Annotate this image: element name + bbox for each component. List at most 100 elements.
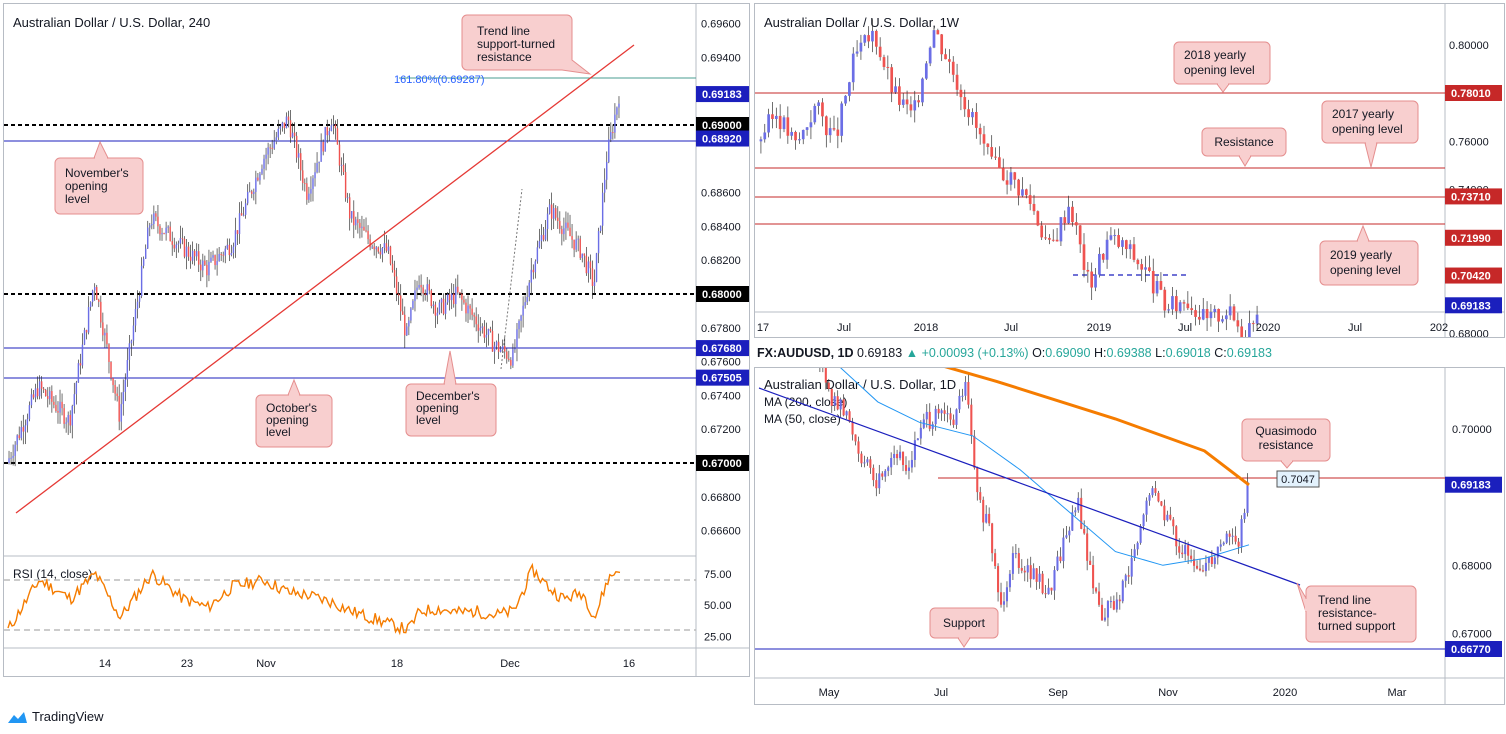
x-tick-label: 18 [391,658,403,670]
price-tag-label: 0.78010 [1451,88,1491,100]
candle-body [1092,564,1095,589]
candle-body [1029,565,1032,580]
candle-body [512,349,514,366]
candle-body [1086,269,1090,272]
measure-line [500,188,523,370]
candle-body [828,128,832,136]
candle-body [1140,264,1144,270]
candle-body [569,227,571,237]
candle-body [874,30,878,47]
candle-body [790,131,794,136]
candle-body [265,154,267,159]
candle-body [905,99,909,105]
y-tick-label: 0.67600 [701,357,741,369]
candle-body [357,219,359,223]
candle-body [1157,492,1160,502]
candle-body [967,381,970,405]
x-tick-label: 202 [1430,322,1448,334]
candle-body [1127,575,1130,577]
candle-body [1175,526,1178,547]
candle-body [28,405,31,420]
candle-body [1094,274,1097,288]
candle-body [1100,604,1104,621]
candle-body [1246,481,1249,513]
x-tick-label: Jul [934,687,948,699]
candle-body [548,204,551,214]
w1-chart[interactable]: Australian Dollar / U.S. Dollar, 1W 0.82… [755,0,1504,389]
candle-body [30,394,33,406]
w1-chart-panel[interactable]: Australian Dollar / U.S. Dollar, 1W 0.82… [754,0,1505,389]
candle-body [177,243,180,245]
candle-body [890,67,894,93]
h4-chart[interactable]: Australian Dollar / U.S. Dollar, 240 0.6… [4,4,749,676]
candle-body [563,228,565,235]
candle-body [986,143,990,148]
candle-body [428,284,430,291]
tradingview-logo[interactable]: TradingView [6,709,104,724]
candle-body [616,107,618,115]
y-tick-label: 0.68200 [701,255,741,267]
h4-chart-panel[interactable]: Australian Dollar / U.S. Dollar, 240 0.6… [3,3,750,677]
price-tag-label: 0.66770 [1451,644,1491,656]
candle-body [79,363,82,366]
candle-body [833,396,836,406]
candle-body [925,411,928,420]
candle-body [334,124,337,129]
candle-body [18,435,20,439]
h4-trend-line[interactable] [15,44,635,514]
candle-body [955,409,958,425]
candle-body [999,592,1003,605]
y-tick-label: 0.66600 [701,526,741,538]
candle-body [285,116,288,129]
candle-body [275,137,277,142]
candle-body [1228,533,1231,537]
annotation-d1-trend: Trend line resistance-turned support [1296,582,1417,643]
candle-body [16,435,18,445]
candle-body [863,35,867,43]
candle-body [1005,587,1009,602]
candle-body [840,103,844,136]
candle-body [422,287,424,294]
candle-body [552,208,555,219]
candle-body [491,330,494,352]
high-value: 0.69388 [1106,346,1152,360]
candle-body [875,480,878,489]
candle-body [571,236,573,240]
candle-body [579,238,581,258]
price-tag [1445,641,1502,657]
candle-body [51,391,53,402]
candle-body [1118,599,1121,602]
candle-body [854,434,857,442]
candle-body [351,211,353,219]
candle-body [96,287,98,300]
x-tick-label: 14 [99,658,111,670]
candle-body [976,467,979,493]
x-tick-label: Dec [500,658,520,670]
candle-body [1128,244,1132,250]
candle-body [893,453,896,458]
price-tag [696,86,749,103]
ma50-line [758,306,1250,566]
candle-body [1172,519,1175,527]
d1-chart-panel[interactable]: Australian Dollar / U.S. Dollar, 1D MA (… [754,288,1505,705]
candle-body [85,329,88,333]
candle-body [402,311,404,315]
candle-body [469,305,471,309]
candle-body [277,128,280,138]
candle-body [878,46,882,58]
candle-body [467,305,469,314]
y-tick-label: 0.67400 [701,390,741,402]
d1-trend-line[interactable] [758,387,1301,586]
candle-body [577,238,579,240]
x-tick-label: Jul [1348,322,1362,334]
candle-body [293,132,296,136]
candle-body [608,139,610,162]
y-tick-label: 50.00 [704,600,732,612]
price-tag-label: 0.69183 [1451,480,1491,492]
candle-body [169,226,171,242]
candle-body [1186,303,1190,309]
w1-candles [759,19,1259,354]
d1-chart[interactable]: Australian Dollar / U.S. Dollar, 1D MA (… [755,288,1504,704]
